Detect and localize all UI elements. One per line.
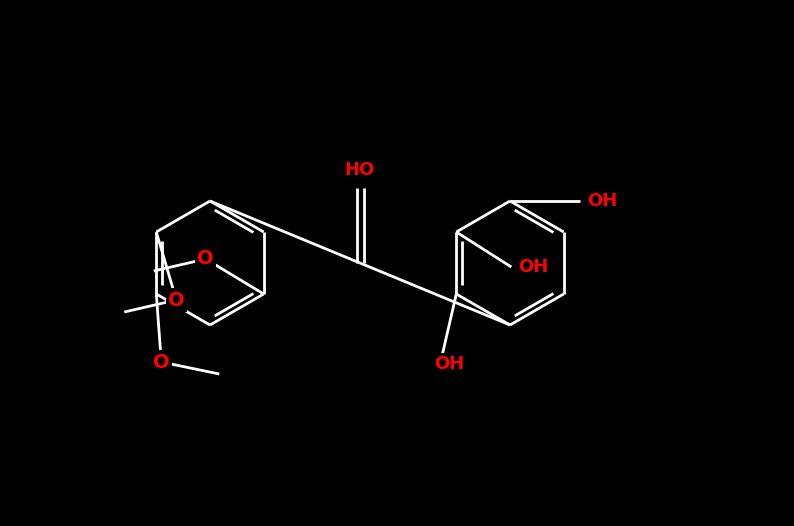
Text: HO: HO [345, 161, 375, 179]
Text: O: O [198, 249, 214, 268]
Text: OH: OH [518, 258, 549, 276]
Text: O: O [153, 352, 170, 371]
Text: OH: OH [587, 192, 617, 210]
Text: OH: OH [434, 355, 464, 373]
Text: O: O [168, 290, 185, 309]
